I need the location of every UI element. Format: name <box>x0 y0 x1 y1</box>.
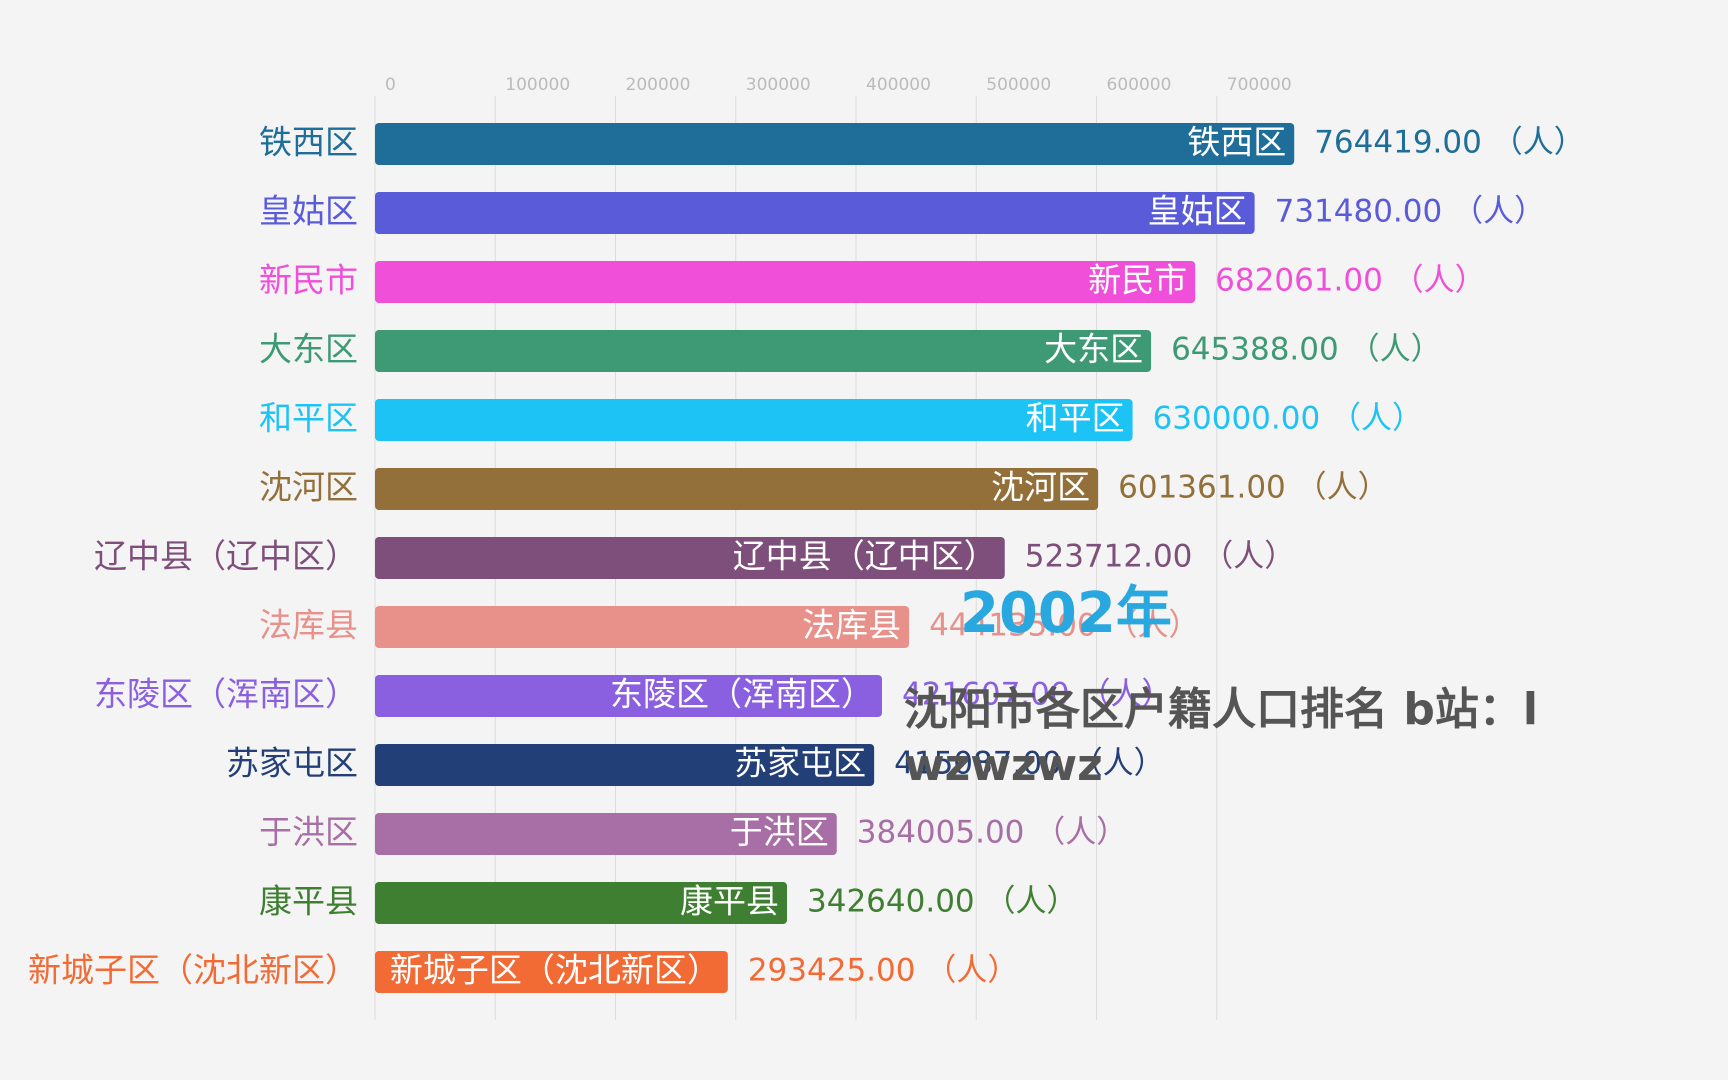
bar-inner-label: 和平区 <box>1026 399 1125 438</box>
bar <box>375 606 910 648</box>
x-tick-label: 400000 <box>866 75 931 95</box>
bar <box>375 951 728 993</box>
value-label: 444135.00 （人） <box>929 608 1199 644</box>
y-tick-label: 于洪区 <box>259 813 358 852</box>
chart-title: 沈阳市各区户籍人口排名 b站：lwzwzwz <box>904 684 1538 791</box>
x-tick-label: 200000 <box>626 75 691 95</box>
y-tick-label: 法库县 <box>259 606 358 645</box>
bar <box>375 813 837 855</box>
value-label: 384005.00 （人） <box>857 815 1128 851</box>
value-label: 601361.00 （人） <box>1118 470 1389 506</box>
bar-inner-label: 皇姑区 <box>1148 192 1247 231</box>
x-tick-label: 500000 <box>986 75 1051 95</box>
bar-inner-label: 新民市 <box>1088 261 1187 300</box>
x-tick-label: 0 <box>385 75 396 95</box>
value-label: 415087.00 （人） <box>894 746 1165 782</box>
y-tick-label: 沈河区 <box>259 468 358 507</box>
bar-inner-label: 新城子区（沈北新区） <box>390 951 720 990</box>
bar-inner-label: 东陵区（浑南区） <box>610 675 874 714</box>
bar <box>375 330 1152 372</box>
bar <box>375 261 1196 303</box>
bar <box>375 537 1005 579</box>
value-label: 764419.00 （人） <box>1314 125 1585 161</box>
y-tick-label: 新民市 <box>259 261 358 300</box>
bar-inner-label: 法库县 <box>802 606 901 645</box>
bar-inner-label: 大东区 <box>1044 330 1143 369</box>
y-tick-label: 辽中县（辽中区） <box>94 537 358 576</box>
x-tick-label: 600000 <box>1107 75 1172 95</box>
value-label: 731480.00 （人） <box>1275 194 1546 230</box>
bar-inner-label: 于洪区 <box>730 813 829 852</box>
x-tick-label: 700000 <box>1227 75 1292 95</box>
y-tick-label: 和平区 <box>259 399 358 438</box>
year-label: 2002年 <box>960 581 1172 646</box>
bar-inner-label: 铁西区 <box>1187 123 1286 162</box>
x-tick-label: 100000 <box>505 75 570 95</box>
y-tick-label: 大东区 <box>259 330 358 369</box>
bar <box>375 882 788 924</box>
y-tick-label: 东陵区（浑南区） <box>94 675 358 714</box>
y-tick-label: 皇姑区 <box>259 192 358 231</box>
bar-inner-label: 苏家屯区 <box>734 744 866 783</box>
bar <box>375 675 882 717</box>
value-label: 342640.00 （人） <box>807 884 1078 920</box>
bar-inner-label: 康平县 <box>680 882 779 921</box>
value-label: 630000.00 （人） <box>1153 401 1424 437</box>
bar-inner-label: 辽中县（辽中区） <box>733 537 997 576</box>
bar <box>375 192 1255 234</box>
bar <box>375 123 1295 165</box>
bar <box>375 744 875 786</box>
y-tick-label: 铁西区 <box>259 123 358 162</box>
value-label: 293425.00 （人） <box>748 953 1019 989</box>
value-label: 523712.00 （人） <box>1025 539 1296 575</box>
value-label: 682061.00 （人） <box>1215 263 1486 299</box>
value-label: 645388.00 （人） <box>1171 332 1442 368</box>
x-tick-label: 300000 <box>746 75 811 95</box>
y-tick-label: 苏家屯区 <box>226 744 358 783</box>
y-tick-label: 康平县 <box>259 882 358 921</box>
value-label: 421607.00 （人） <box>902 677 1173 713</box>
bar <box>375 399 1133 441</box>
bar <box>375 468 1099 510</box>
y-tick-label: 新城子区（沈北新区） <box>28 951 358 990</box>
bar-inner-label: 沈河区 <box>991 468 1090 507</box>
